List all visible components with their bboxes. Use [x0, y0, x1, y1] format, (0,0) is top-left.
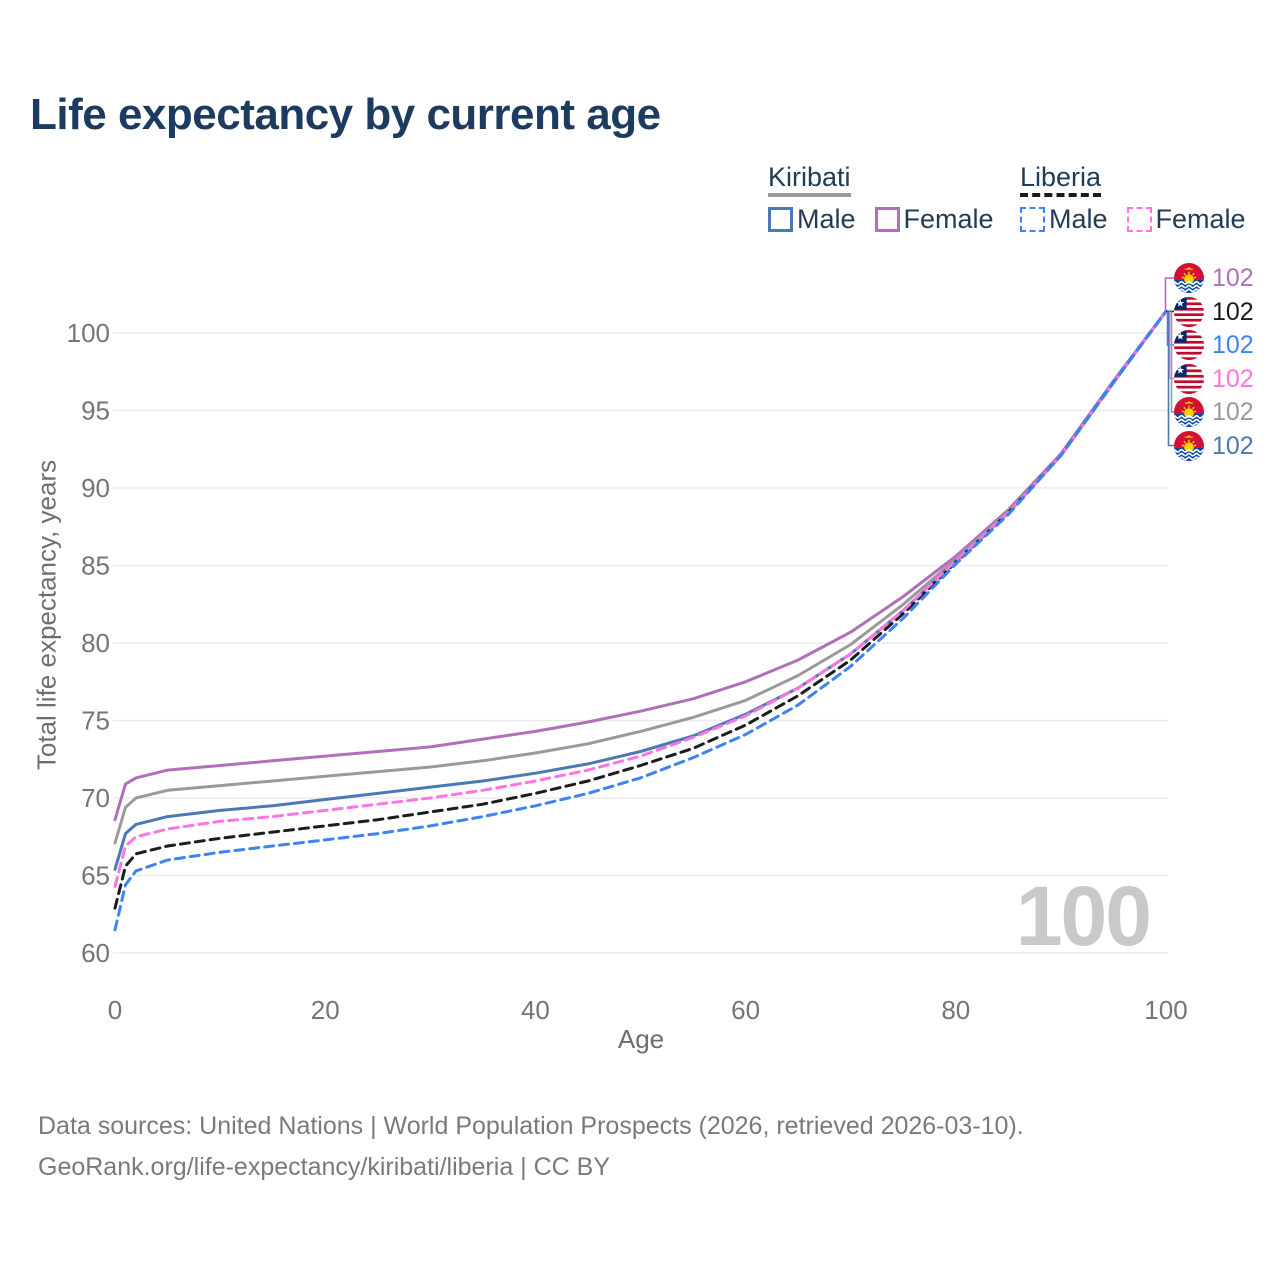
kiribati-flag-icon	[1174, 431, 1204, 461]
y-tick-label: 75	[81, 706, 110, 736]
endpoint-value: 102	[1212, 364, 1254, 393]
endpoint-row-liberia-female[interactable]: 102	[1174, 364, 1254, 394]
legend-toggle-liberia-female[interactable]: Female	[1126, 204, 1246, 234]
x-tick-label: 40	[521, 995, 550, 1025]
endpoint-row-kiribati-female[interactable]: 102	[1174, 263, 1254, 293]
kiribati-flag-icon	[1174, 263, 1204, 293]
x-tick-label: 0	[108, 995, 122, 1025]
y-tick-label: 90	[81, 473, 110, 503]
series-line-liberia-female[interactable]	[113, 309, 1168, 888]
endpoint-value: 102	[1212, 331, 1254, 359]
legend-heading-kiribati[interactable]: Kiribati	[768, 163, 851, 197]
legend-items-kiribati: Male Female	[768, 204, 994, 234]
x-axis-title: Age	[618, 1024, 664, 1054]
legend-label-liberia-female: Female	[1155, 204, 1246, 234]
series-line-kiribati-both[interactable]	[113, 309, 1168, 845]
endpoint-row-kiribati-both[interactable]: 102	[1174, 397, 1254, 427]
x-tick-label: 60	[731, 995, 760, 1025]
liberia-flag-icon	[1174, 330, 1204, 360]
legend-toggle-kiribati-female[interactable]: Female	[874, 204, 994, 234]
legend-group-liberia: Liberia Male Female	[1020, 163, 1246, 234]
y-tick-label: 80	[81, 628, 110, 658]
y-tick-label: 95	[81, 396, 110, 426]
legend-label-liberia-male: Male	[1049, 204, 1108, 234]
endpoint-row-liberia-both[interactable]: 102	[1174, 297, 1254, 327]
gridlines	[113, 332, 1168, 954]
series-line-liberia-both[interactable]	[113, 309, 1168, 910]
endpoint-connector	[1164, 277, 1174, 312]
data-sources-line: Data sources: United Nations | World Pop…	[38, 1112, 1024, 1140]
series-line-kiribati-female[interactable]	[113, 309, 1168, 822]
checkbox-liberia-male-icon[interactable]	[1020, 207, 1045, 232]
legend-heading-liberia[interactable]: Liberia	[1020, 163, 1102, 197]
y-tick-label: 85	[81, 551, 110, 581]
legend-toggle-liberia-male[interactable]: Male	[1020, 204, 1108, 234]
page-title: Life expectancy by current age	[30, 90, 661, 139]
kiribati-flag-icon	[1174, 397, 1204, 427]
footer-attribution: Data sources: United Nations | World Pop…	[38, 1106, 1024, 1188]
endpoint-row-liberia-male[interactable]: 102	[1174, 330, 1254, 360]
checkbox-kiribati-male-icon[interactable]	[768, 207, 793, 232]
liberia-flag-icon	[1174, 364, 1204, 394]
endpoint-connector	[1167, 311, 1174, 447]
checkbox-kiribati-female-icon[interactable]	[874, 207, 900, 232]
endpoint-labels: 102 102 102 102 102 102	[1174, 263, 1254, 461]
endpoint-value: 102	[1212, 398, 1254, 426]
legend-label-kiribati-male: Male	[797, 204, 856, 234]
series-line-kiribati-male[interactable]	[113, 309, 1168, 871]
endpoint-value: 102	[1212, 431, 1254, 460]
liberia-flag-icon	[1174, 297, 1204, 327]
y-tick-label: 100	[67, 318, 110, 348]
y-tick-label: 70	[81, 783, 110, 813]
axis-ticks: 60 65 70 75 80 85 90 95 100 0 20 40 60 80 100	[67, 318, 1188, 1025]
age-frame-watermark: 100	[1015, 869, 1152, 963]
endpoint-value: 102	[1212, 297, 1254, 326]
endpoint-connectors	[1164, 277, 1175, 447]
endpoint-connector	[1168, 311, 1174, 380]
endpoint-value: 102	[1212, 264, 1254, 292]
series-line-liberia-male[interactable]	[113, 309, 1168, 932]
legend-label-kiribati-female: Female	[903, 204, 994, 234]
georank-url-line: GeoRank.org/life-expectancy/kiribati/lib…	[38, 1153, 611, 1181]
y-axis-title: Total life expectancy, years	[31, 459, 62, 771]
legend-toggle-kiribati-male[interactable]: Male	[768, 204, 856, 234]
legend-group-kiribati: Kiribati Male Female	[768, 163, 994, 234]
series-lines	[113, 309, 1168, 932]
endpoint-connector	[1170, 311, 1174, 413]
x-tick-label: 20	[311, 995, 340, 1025]
x-tick-label: 80	[941, 995, 970, 1025]
endpoint-row-kiribati-male[interactable]: 102	[1174, 431, 1254, 461]
checkbox-liberia-female-icon[interactable]	[1126, 207, 1152, 232]
y-tick-label: 65	[81, 861, 110, 891]
y-tick-label: 60	[81, 938, 110, 968]
x-tick-label: 100	[1144, 995, 1187, 1025]
legend-items-liberia: Male Female	[1020, 204, 1246, 234]
